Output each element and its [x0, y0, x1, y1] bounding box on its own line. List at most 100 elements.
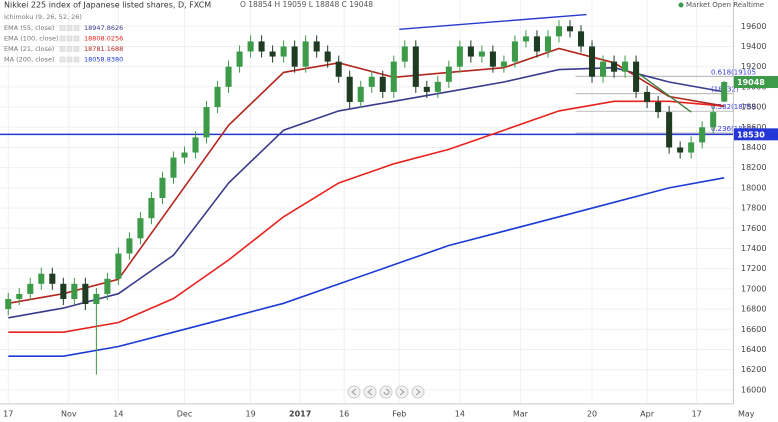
- candle-body: [137, 218, 144, 239]
- candle-body: [699, 127, 706, 143]
- candle-body: [677, 147, 684, 153]
- trend-line: [635, 71, 692, 113]
- y-tick-label: 18200: [741, 163, 766, 172]
- navigation: [347, 385, 425, 399]
- candle-body: [368, 76, 375, 87]
- legend-value: 18781.1688: [84, 45, 123, 53]
- y-tick-label: 17200: [741, 264, 766, 273]
- candle-body: [401, 46, 408, 62]
- x-tick-label: Feb: [392, 410, 406, 419]
- candle-body: [236, 51, 243, 67]
- candle-body: [49, 273, 56, 284]
- x-tick-label: 17: [692, 410, 702, 419]
- x-tick-label: 14: [113, 410, 123, 419]
- candle-body: [589, 46, 596, 77]
- nav-button[interactable]: [379, 385, 393, 399]
- x-tick-label: 19: [245, 410, 255, 419]
- candle-body: [544, 36, 551, 52]
- nav-button[interactable]: [347, 385, 361, 399]
- candle-body: [126, 238, 133, 254]
- legend-icon: [73, 35, 80, 42]
- price-tag: [734, 76, 778, 89]
- candle-body: [467, 46, 474, 57]
- x-tick-label: 16: [339, 410, 349, 419]
- x-tick-label: 14: [455, 410, 465, 419]
- x-tick-label: 20: [587, 410, 597, 419]
- candle-body: [710, 112, 717, 128]
- candle-body: [159, 177, 166, 198]
- indicator-line: [8, 47, 725, 305]
- status: Market Open Realtime: [686, 1, 764, 9]
- candle-body: [533, 36, 540, 52]
- candle-body: [115, 253, 122, 279]
- candle-body: [633, 61, 640, 92]
- candle-body: [644, 91, 651, 103]
- legend-icon: [66, 56, 73, 63]
- legend-icon: [73, 25, 80, 31]
- candle-body: [577, 31, 585, 47]
- candle-body: [60, 283, 67, 299]
- candle-body: [214, 86, 221, 108]
- candle-body: [600, 61, 607, 77]
- candle-body: [148, 197, 155, 219]
- candle-body: [611, 61, 618, 72]
- x-tick-label: Dec: [177, 410, 192, 419]
- y-tick-label: 18800: [741, 103, 766, 112]
- nav-button[interactable]: [395, 385, 409, 399]
- indicator-line: [8, 100, 725, 333]
- legend-icon: [59, 56, 66, 63]
- y-tick-label: 17600: [741, 224, 766, 233]
- nav-button[interactable]: [411, 385, 425, 399]
- candle-body: [412, 46, 419, 87]
- legend-label: EMA (21, close): [4, 45, 54, 53]
- candle-body: [16, 293, 23, 299]
- legend-icon: [73, 56, 80, 63]
- legend-icon: [59, 25, 66, 31]
- candle-body: [203, 107, 210, 138]
- candle-body: [71, 283, 78, 299]
- legend-icon: [66, 46, 73, 52]
- candle-body: [566, 26, 574, 32]
- candle-body: [258, 41, 265, 52]
- candle-body: [478, 51, 485, 57]
- y-tick-label: 16400: [741, 345, 766, 354]
- y-tick-label: 16800: [741, 305, 766, 314]
- candle-body: [38, 273, 45, 284]
- candle-body: [302, 41, 309, 67]
- y-tick-label: 19200: [741, 62, 766, 71]
- x-tick-label: 17: [3, 410, 13, 419]
- legend-value: 18947.8626: [84, 24, 123, 32]
- candle-body: [445, 66, 452, 82]
- y-tick-label: 16000: [741, 385, 766, 394]
- status-dot: [678, 2, 684, 8]
- nav-icons: [351, 388, 421, 396]
- candle-body: [379, 76, 386, 92]
- candle-body: [390, 61, 397, 92]
- legend-icon: [66, 25, 73, 31]
- candle-body: [335, 61, 342, 77]
- legend-icon: [73, 46, 80, 52]
- y-tick-label: 17800: [741, 204, 766, 213]
- x-axis-line: [0, 403, 733, 405]
- chart-title: Nikkei 225 index of Japanese listed shar…: [4, 1, 211, 10]
- price-tag-label: 19048: [737, 78, 765, 87]
- candle-body: [511, 41, 518, 62]
- candle-body: [721, 82, 728, 102]
- legend-value: 18058.8380: [84, 56, 123, 64]
- ohlc-text: O 18854 H 19059 L 18848 C 19048: [240, 0, 373, 9]
- indicator-line: [8, 177, 725, 357]
- y-tick-label: 18000: [741, 183, 766, 192]
- candle-body: [247, 41, 254, 52]
- candle-body: [489, 51, 496, 67]
- candle-body: [555, 26, 563, 37]
- overlay: 16000 16200 16400 16600 16800 17000 17200 17400…: [3, 22, 778, 419]
- legend-icon: [59, 46, 66, 52]
- nav-button[interactable]: [363, 385, 377, 399]
- price-tag-label: 18530: [737, 130, 765, 139]
- legend-label: EMA (55, close): [4, 24, 54, 32]
- candle-body: [82, 283, 89, 305]
- header: Nikkei 225 index of Japanese listed shar…: [4, 0, 764, 64]
- candle-body: [269, 51, 276, 57]
- x-tick-label: Nov: [61, 410, 77, 419]
